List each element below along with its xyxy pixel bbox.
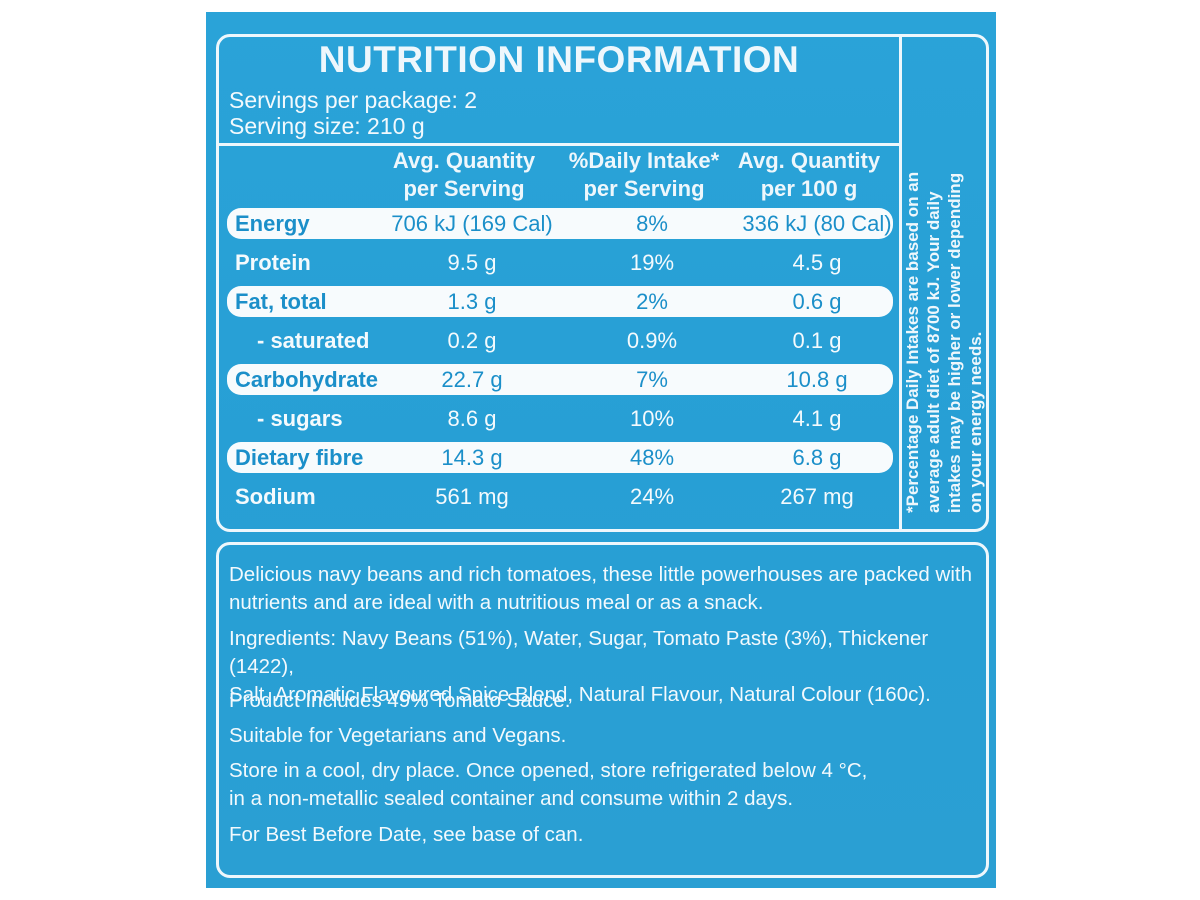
table-row: Fat, total 1.3 g 2% 0.6 g	[227, 286, 893, 317]
per-serving-value: 561 mg	[435, 484, 509, 509]
daily-intake-value: 48%	[629, 445, 675, 470]
ingredients-list: Ingredients: Navy Beans (51%), Water, Su…	[229, 627, 931, 706]
nutrition-title: NUTRITION INFORMATION	[318, 39, 800, 80]
daily-intake-value: 7%	[636, 367, 668, 392]
serving-size: Serving size: 210 g	[229, 113, 425, 139]
daily-intake-footnote: *Percentage Daily Intakes are based on a…	[899, 37, 989, 529]
daily-intake-value: 0.9%	[626, 328, 678, 353]
nutrient-name: Protein	[235, 250, 311, 275]
per-100g-value: 6.8 g	[792, 445, 842, 470]
best-before-note: For Best Before Date, see base of can.	[229, 823, 584, 846]
storage-instructions: Store in a cool, dry place. Once opened,…	[229, 759, 868, 810]
per-100g-value: 10.8 g	[786, 367, 848, 392]
per-100g-value: 4.5 g	[792, 250, 842, 275]
per-serving-value: 8.6 g	[447, 406, 497, 431]
per-serving-value: 1.3 g	[447, 289, 497, 314]
header-divider	[219, 143, 899, 146]
per-serving-value: 0.2 g	[447, 328, 497, 353]
table-row: Dietary fibre 14.3 g 48% 6.8 g	[227, 442, 893, 473]
table-row: Protein 9.5 g 19% 4.5 g	[227, 247, 893, 278]
col-header-per-serving: Avg. Quantity per Serving	[392, 148, 536, 201]
table-row: Carbohydrate 22.7 g 7% 10.8 g	[227, 364, 893, 395]
nutrient-name: - sugars	[257, 406, 343, 431]
daily-intake-value: 2%	[636, 289, 668, 314]
daily-intake-value: 19%	[629, 250, 675, 275]
product-includes: Product Includes 49% Tomato Sauce.	[229, 689, 571, 712]
footnote-line: intakes may be higher or lower depending	[945, 172, 964, 513]
nutrition-label: NUTRITION INFORMATION Servings per packa…	[206, 12, 996, 888]
nutrient-name: Energy	[235, 211, 310, 236]
footnote-line: on your energy needs.	[966, 331, 985, 513]
per-100g-value: 267 mg	[780, 484, 854, 509]
daily-intake-value: 8%	[636, 211, 668, 236]
table-row: Energy 706 kJ (169 Cal) 8% 336 kJ (80 Ca…	[227, 208, 893, 239]
per-serving-value: 14.3 g	[441, 445, 503, 470]
per-100g-value: 0.6 g	[792, 289, 842, 314]
nutrient-name: Sodium	[235, 484, 316, 509]
footnote-line: average adult diet of 8700 kJ. Your dail…	[924, 191, 943, 513]
table-row: - sugars 8.6 g 10% 4.1 g	[227, 403, 893, 434]
per-100g-value: 4.1 g	[792, 406, 842, 431]
nutrient-name: Fat, total	[235, 289, 327, 314]
per-100g-value: 336 kJ (80 Cal)	[742, 211, 892, 236]
product-description: Delicious navy beans and rich tomatoes, …	[229, 563, 972, 614]
nutrient-name: Dietary fibre	[235, 445, 364, 470]
product-info-panel: Delicious navy beans and rich tomatoes, …	[216, 542, 989, 878]
daily-intake-value: 10%	[629, 406, 675, 431]
per-serving-value: 9.5 g	[447, 250, 497, 275]
daily-intake-value: 24%	[629, 484, 675, 509]
nutrient-name: Carbohydrate	[235, 367, 379, 392]
footnote-line: *Percentage Daily Intakes are based on a…	[903, 171, 922, 513]
servings-per-package: Servings per package: 2	[229, 87, 478, 113]
per-serving-value: 22.7 g	[441, 367, 503, 392]
col-header-daily-intake: %Daily Intake* per Serving	[568, 148, 720, 201]
table-row: - saturated 0.2 g 0.9% 0.1 g	[227, 325, 893, 356]
footnote-divider	[899, 37, 902, 529]
suitable-for: Suitable for Vegetarians and Vegans.	[229, 724, 567, 747]
col-header-per-100g: Avg. Quantity per 100 g	[737, 148, 881, 201]
per-serving-value: 706 kJ (169 Cal)	[391, 211, 553, 236]
nutrient-name: - saturated	[257, 328, 370, 353]
table-row: Sodium 561 mg 24% 267 mg	[227, 481, 893, 512]
per-100g-value: 0.1 g	[792, 328, 842, 353]
nutrition-panel: NUTRITION INFORMATION Servings per packa…	[216, 34, 989, 532]
